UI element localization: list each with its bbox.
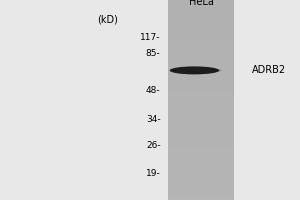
Text: 19-: 19-: [146, 168, 160, 178]
Ellipse shape: [170, 66, 219, 74]
Text: 85-: 85-: [146, 49, 160, 58]
Text: 26-: 26-: [146, 141, 160, 150]
Ellipse shape: [197, 68, 222, 72]
Text: ADRB2: ADRB2: [252, 65, 286, 75]
Text: 48-: 48-: [146, 86, 160, 95]
Text: (kD): (kD): [98, 14, 118, 24]
Text: HeLa: HeLa: [189, 0, 213, 7]
Text: 34-: 34-: [146, 114, 160, 123]
Text: 117-: 117-: [140, 33, 160, 43]
